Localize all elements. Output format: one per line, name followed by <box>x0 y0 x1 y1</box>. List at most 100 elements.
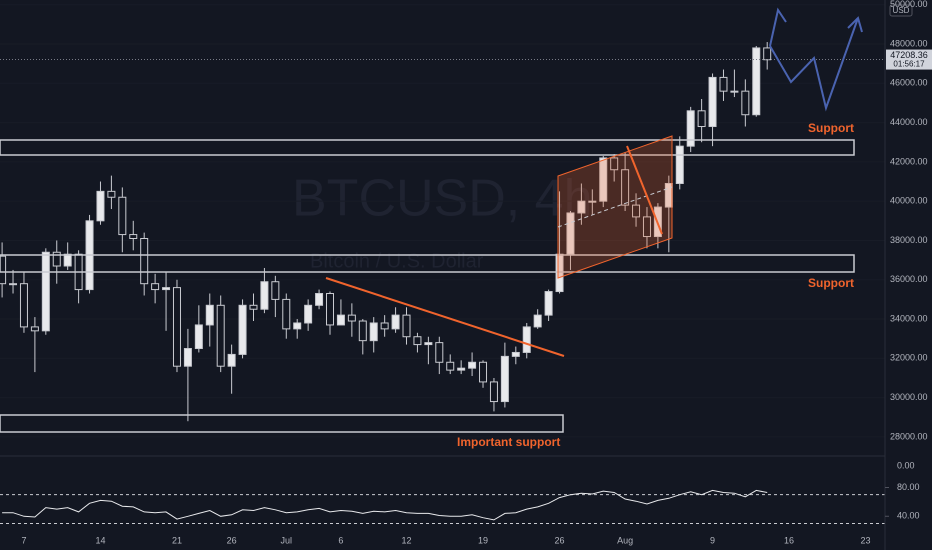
channel <box>557 135 673 279</box>
candle-body <box>533 314 542 328</box>
y-tick-label: 50000.00 <box>890 0 928 9</box>
indicator-value-label: 0.00 <box>897 460 915 470</box>
candle-body <box>402 314 411 338</box>
candle-body <box>216 304 225 367</box>
candle-body <box>489 381 498 403</box>
x-tick-label: 6 <box>338 535 343 545</box>
candle-body <box>151 283 160 291</box>
zone <box>0 139 855 156</box>
x-tick-label: 14 <box>95 535 105 545</box>
candle-body <box>227 353 236 367</box>
y-tick-label: 32000.00 <box>890 353 928 363</box>
candle-body <box>96 190 105 222</box>
candle-body <box>500 355 509 403</box>
candle-body <box>107 190 116 198</box>
annotation: Support <box>808 276 854 290</box>
candle-body <box>642 216 651 238</box>
candle-body <box>326 293 334 326</box>
y-tick-label: 34000.00 <box>890 313 928 323</box>
candle-body <box>183 348 192 367</box>
candle-body <box>599 157 608 202</box>
candle-body <box>555 253 564 293</box>
trendline <box>325 277 565 357</box>
candle-body <box>358 320 367 342</box>
candle-body <box>205 304 214 326</box>
x-tick-label: 7 <box>21 535 26 545</box>
candle-body <box>172 287 181 367</box>
candle-body <box>763 47 772 61</box>
candle-body <box>315 293 324 306</box>
candle-body <box>369 322 378 342</box>
candle-body <box>522 326 531 353</box>
candle-body <box>621 169 630 206</box>
candle-body <box>194 324 203 350</box>
channel-mid <box>557 186 673 228</box>
candle-body <box>380 322 389 330</box>
candle-body <box>238 304 247 355</box>
zone <box>0 414 564 433</box>
projection-arrow <box>769 7 787 47</box>
trendline <box>626 145 663 235</box>
candle-body <box>435 342 444 363</box>
candle-body <box>511 351 520 357</box>
candle-body <box>347 314 356 322</box>
candle-body <box>336 314 345 326</box>
watermark: BTCUSD, 4h <box>292 170 593 228</box>
candle-body <box>129 234 138 240</box>
candle-body <box>413 336 422 346</box>
candle-body <box>19 283 28 328</box>
candle-body <box>9 283 18 286</box>
annotation: Important support <box>457 435 560 449</box>
watermark-subtitle: Bitcoin / U.S. Dollar <box>310 250 484 272</box>
x-tick-label: 26 <box>227 535 237 545</box>
candle-body <box>708 76 717 128</box>
candle-body <box>0 255 7 285</box>
candle-body <box>446 361 455 371</box>
candle-body <box>632 204 641 218</box>
x-tick-label: 23 <box>861 535 871 545</box>
y-tick-label: 46000.00 <box>890 78 928 88</box>
candle-body <box>752 47 761 116</box>
candle-body <box>719 76 728 92</box>
candle-body <box>479 361 488 383</box>
candle-body <box>118 196 127 236</box>
candle-body <box>741 90 750 116</box>
candle-body <box>282 298 291 330</box>
candle-body <box>730 90 739 93</box>
y-tick-label: 28000.00 <box>890 431 928 441</box>
candle-body <box>304 304 313 324</box>
y-tick-label: 36000.00 <box>890 274 928 284</box>
y-tick-label: 40000.00 <box>890 196 928 206</box>
candle-body <box>566 212 575 255</box>
projection-arrow <box>847 16 863 33</box>
last-price: 47208.36 <box>890 50 928 60</box>
candle-body <box>457 367 466 371</box>
candle-body <box>162 287 171 291</box>
drawings <box>0 7 863 433</box>
x-tick-label: 16 <box>784 535 794 545</box>
y-tick-label: 48000.00 <box>890 38 928 48</box>
candle-body <box>424 342 433 346</box>
candle-body <box>52 251 61 267</box>
candle-body <box>30 326 39 332</box>
candle-body <box>293 322 302 330</box>
y-tick-label: 30000.00 <box>890 392 928 402</box>
candle-body <box>697 110 706 128</box>
x-tick-label: 26 <box>555 535 565 545</box>
candle-body <box>577 200 586 214</box>
candle-body <box>391 314 400 330</box>
countdown: 01:56:17 <box>893 60 925 69</box>
y2-tick-label: 80.00 <box>897 482 920 492</box>
y-tick-label: 42000.00 <box>890 156 928 166</box>
x-tick-label: 12 <box>402 535 412 545</box>
candle-body <box>544 291 553 316</box>
candle-body <box>588 200 597 203</box>
y-tick-label: 38000.00 <box>890 235 928 245</box>
x-tick-label: 19 <box>478 535 488 545</box>
candle-body <box>260 281 269 310</box>
x-tick-label: 9 <box>710 535 715 545</box>
last-price-tag <box>886 49 932 70</box>
candle-body <box>63 253 72 267</box>
